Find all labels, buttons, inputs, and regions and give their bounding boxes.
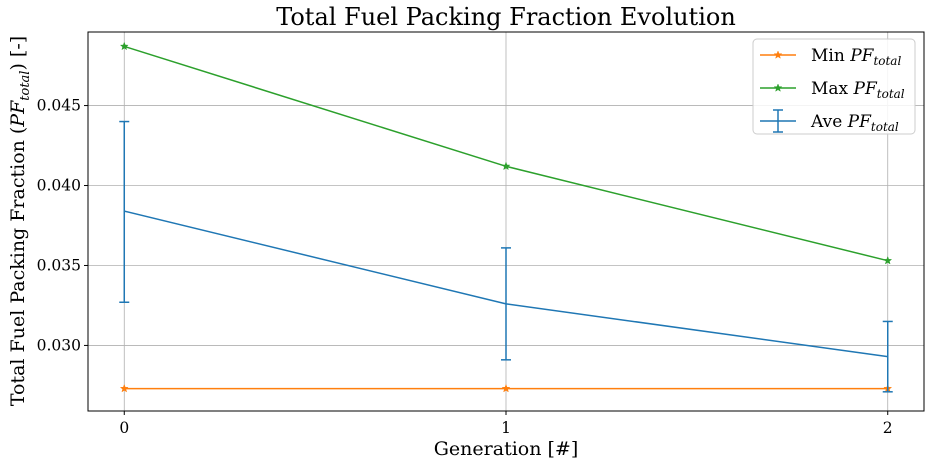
y-tick-label: 0.045 <box>37 97 81 115</box>
series-ave <box>119 120 893 393</box>
series-max <box>119 41 893 265</box>
legend-item: Max PFtotal <box>760 79 905 101</box>
y-tick-label: 0.035 <box>37 256 81 274</box>
x-axis: 0 1 2 <box>119 411 893 437</box>
y-tick-label: 0.030 <box>37 336 81 354</box>
x-tick-label: 0 <box>119 419 129 437</box>
legend-marker <box>773 50 783 59</box>
data-point <box>501 161 511 171</box>
x-tick-label: 1 <box>501 419 511 437</box>
legend-label: Max PFtotal <box>811 79 905 101</box>
legend-item: Ave PFtotal <box>760 109 899 134</box>
chart-title: Total Fuel Packing Fraction Evolution <box>276 3 736 31</box>
x-axis-label: Generation [#] <box>434 438 579 460</box>
y-label-subscript: total <box>18 71 33 101</box>
x-tick-label: 2 <box>883 419 893 437</box>
data-point <box>119 41 129 51</box>
y-label-prefix: Total Fuel Packing Fraction ( <box>7 127 29 407</box>
legend-label: Min PFtotal <box>811 46 901 68</box>
series-layer <box>119 41 893 393</box>
data-point <box>501 383 511 393</box>
y-axis: 0.030 0.035 0.040 0.045 <box>37 97 88 354</box>
data-point <box>119 383 129 393</box>
data-point <box>883 255 893 265</box>
legend-item: Min PFtotal <box>760 46 901 68</box>
legend: Min PFtotal Max PFtotal Ave PFtotal <box>752 38 916 135</box>
legend-box <box>752 38 916 135</box>
legend-marker <box>773 83 783 92</box>
y-label-suffix: ) [-] <box>7 36 29 71</box>
y-tick-label: 0.040 <box>37 177 81 195</box>
y-label-symbol: PF <box>7 100 29 128</box>
y-axis-label: Total Fuel Packing Fraction (PFtotal) [-… <box>7 36 33 406</box>
legend-label: Ave PFtotal <box>810 112 899 134</box>
